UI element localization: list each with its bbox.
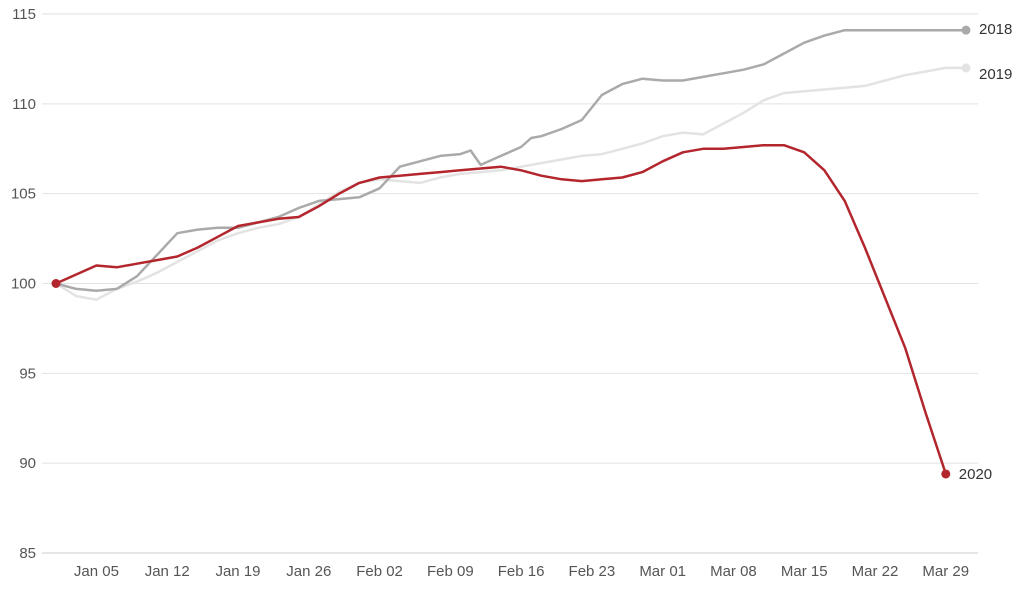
y-tick-label: 100 (11, 276, 36, 293)
x-tick-label: Feb 23 (569, 563, 616, 580)
x-tick-label: Jan 19 (215, 563, 260, 580)
y-tick-label: 85 (19, 545, 36, 562)
x-tick-label: Mar 15 (781, 563, 828, 580)
series-label-2020: 2020 (959, 466, 992, 483)
x-tick-label: Feb 02 (356, 563, 403, 580)
x-tick-label: Feb 16 (498, 563, 545, 580)
series-label-2018: 2018 (979, 21, 1012, 38)
x-tick-label: Jan 26 (286, 563, 331, 580)
x-tick-label: Mar 22 (852, 563, 899, 580)
y-tick-label: 95 (19, 365, 36, 382)
x-axis-tick-labels: Jan 05 Jan 12 Jan 19 Jan 26 Feb 02 Feb 09 Feb … (74, 563, 969, 580)
series-endpoint-2019 (961, 63, 971, 73)
x-tick-label: Jan 12 (145, 563, 190, 580)
x-tick-label: Mar 01 (639, 563, 686, 580)
y-tick-label: 115 (12, 6, 36, 23)
x-tick-label: Mar 08 (710, 563, 757, 580)
series-line-2018 (54, 28, 968, 292)
series-endpoint-2020 (941, 469, 951, 479)
series-lines (54, 28, 968, 476)
series-labels: 2019 2018 2020 (959, 21, 1013, 483)
x-tick-label: Jan 05 (74, 563, 119, 580)
series-label-2019: 2019 (979, 66, 1012, 83)
series-line-2019 (54, 66, 968, 301)
x-tick-label: Feb 09 (427, 563, 474, 580)
x-tick-label: Mar 29 (922, 563, 969, 580)
series-line-2020 (54, 143, 948, 476)
series-endpoints (51, 25, 971, 479)
y-tick-label: 105 (11, 186, 36, 203)
y-tick-label: 110 (12, 96, 36, 113)
series-startpoint-2020 (51, 279, 61, 288)
series-endpoint-2018 (961, 25, 971, 35)
y-axis-tick-labels: 85 90 95 100 105 110 115 (11, 6, 36, 562)
gridlines (42, 13, 978, 554)
y-tick-label: 90 (19, 455, 36, 472)
